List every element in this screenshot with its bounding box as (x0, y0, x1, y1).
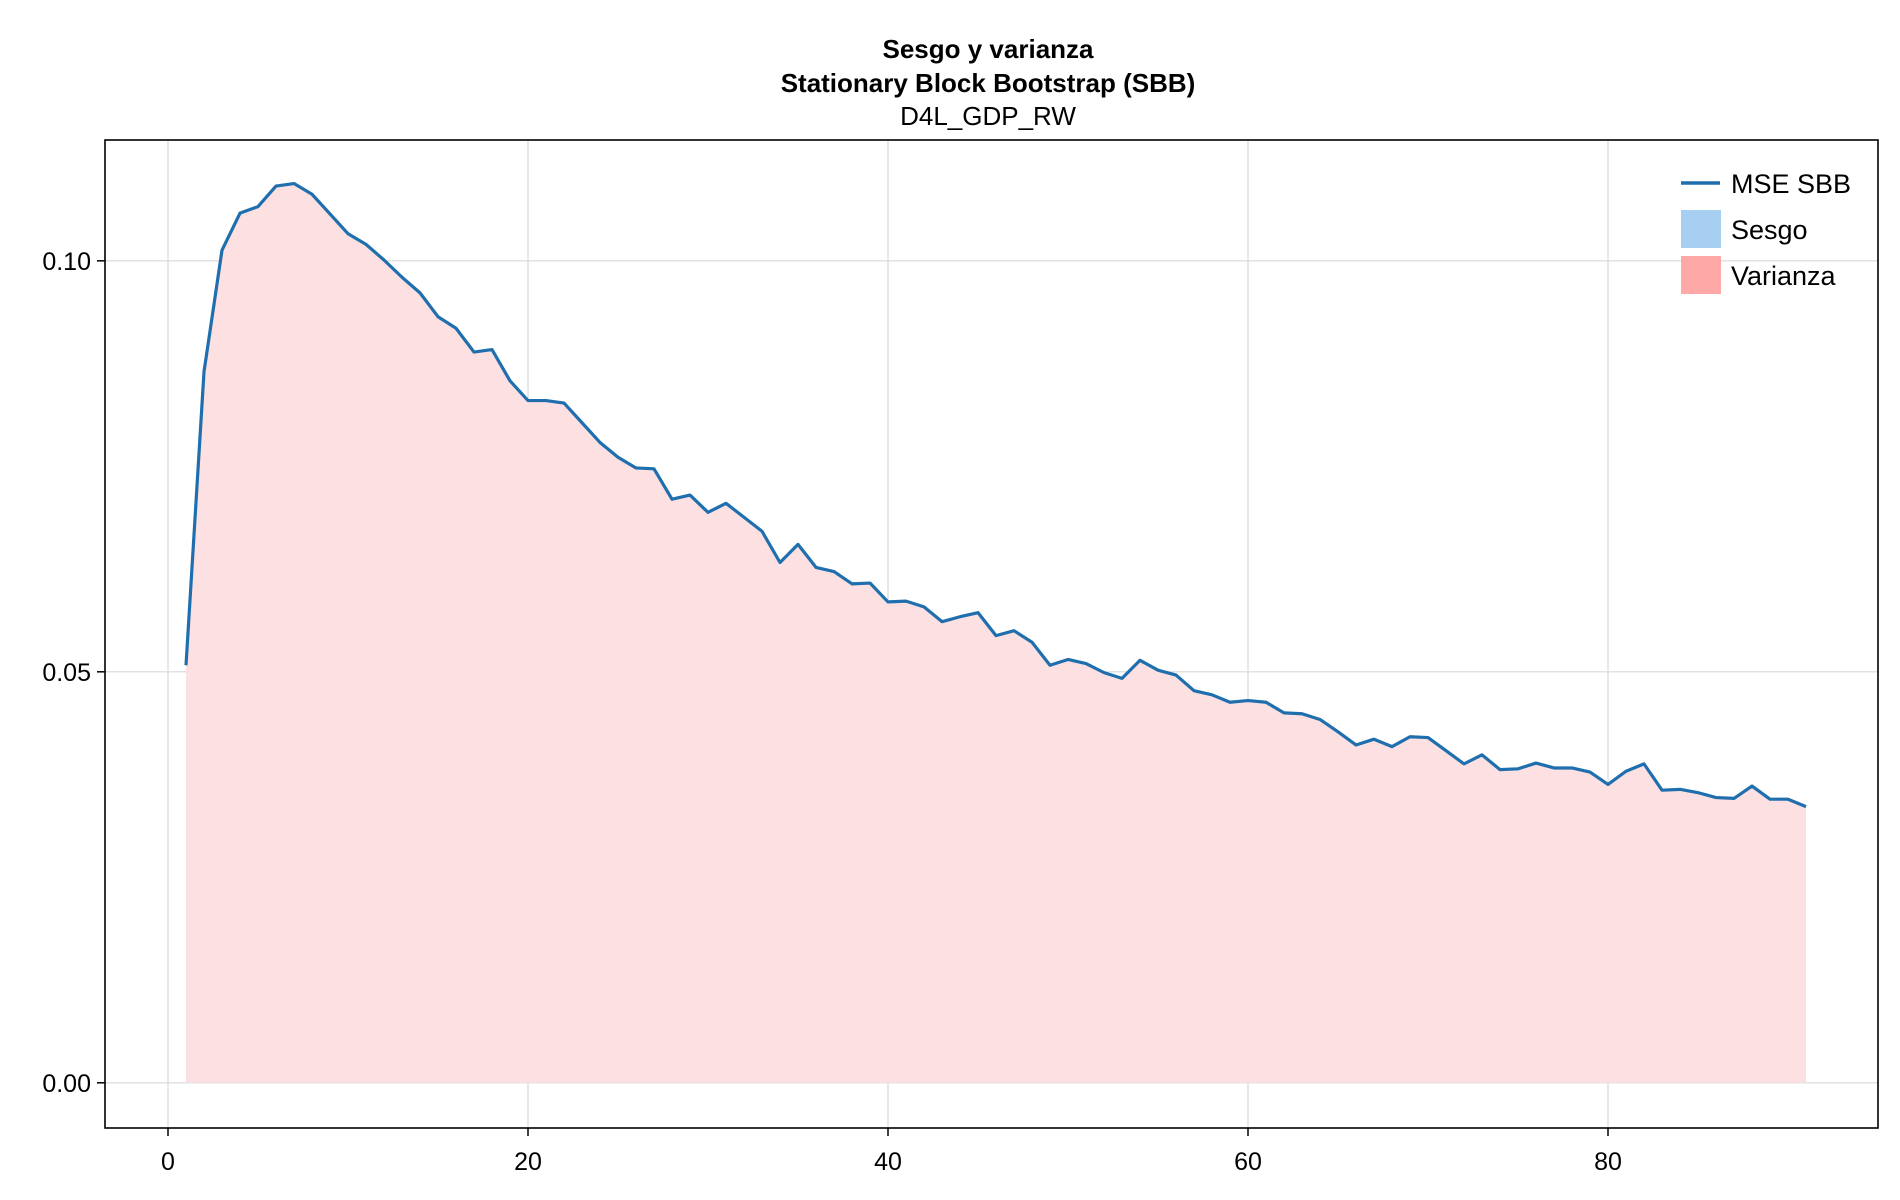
chart-series-title: D4L_GDP_RW (900, 101, 1076, 131)
area-varianza (186, 183, 1806, 1083)
legend-label-sesgo: Sesgo (1731, 215, 1808, 245)
legend: MSE SBB Sesgo Varianza (1681, 169, 1851, 294)
line-mse-sbb (184, 181, 1807, 809)
x-tick-label: 80 (1594, 1148, 1622, 1176)
x-tick-label: 0 (161, 1148, 175, 1176)
x-tick-label: 20 (514, 1148, 542, 1176)
legend-swatch-sesgo (1681, 210, 1721, 248)
legend-swatch-varianza (1681, 256, 1721, 294)
chart-title: Sesgo y varianza (883, 34, 1095, 64)
legend-label-varianza: Varianza (1731, 261, 1837, 291)
y-tick-label: 0.00 (42, 1070, 91, 1098)
y-tick-label: 0.05 (42, 659, 91, 687)
y-tick-label: 0.10 (42, 248, 91, 276)
area-layer (186, 183, 1806, 1083)
line-layer (184, 181, 1807, 809)
legend-label-mse: MSE SBB (1731, 169, 1851, 199)
chart-subtitle: Stationary Block Bootstrap (SBB) (781, 68, 1196, 98)
plot-frame (104, 139, 1879, 1129)
x-tick-label: 40 (874, 1148, 902, 1176)
axis-ticks: 0 20 40 60 80 0.00 0.05 0.10 (42, 248, 1622, 1176)
x-tick-label: 60 (1234, 1148, 1262, 1176)
